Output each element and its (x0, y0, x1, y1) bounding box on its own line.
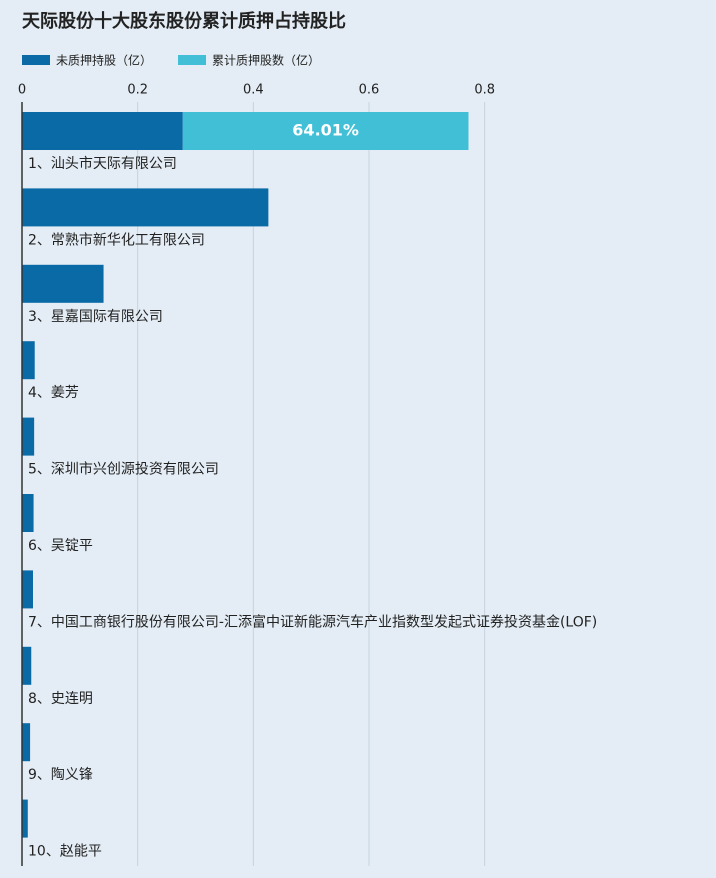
bar (22, 417, 35, 456)
category-label: 5、深圳市兴创源投资有限公司 (28, 461, 219, 478)
category-label: 2、常熟市新华化工有限公司 (28, 231, 205, 248)
x-tick-label: 0.8 (474, 83, 495, 98)
legend-swatch (178, 55, 207, 65)
category-label: 6、吴锭平 (28, 538, 93, 554)
bar (22, 799, 28, 838)
bar (22, 570, 33, 609)
bar-annotation: 64.01% (292, 121, 359, 140)
x-tick-label: 0.2 (127, 83, 148, 98)
category-label: 3、星嘉国际有限公司 (28, 309, 163, 325)
x-tick-label: 0 (18, 83, 26, 98)
bar (22, 188, 269, 227)
category-label: 1、汕头市天际有限公司 (28, 155, 177, 172)
bar (22, 264, 104, 303)
bar (22, 646, 32, 685)
legend-label: 未质押持股（亿） (56, 53, 152, 68)
x-tick-label: 0.4 (243, 83, 264, 98)
category-label: 8、史连明 (28, 691, 93, 707)
legend-label: 累计质押股数（亿） (212, 53, 320, 68)
chart-title: 天际股份十大股东股份累计质押占持股比 (22, 10, 346, 32)
bar (22, 341, 35, 380)
category-label: 10、赵能平 (28, 844, 102, 860)
category-label: 9、陶义锋 (28, 767, 93, 783)
category-label: 7、中国工商银行股份有限公司-汇添富中证新能源汽车产业指数型发起式证券投资基金(… (28, 613, 597, 630)
category-label: 4、姜芳 (28, 384, 79, 401)
x-tick-label: 0.6 (359, 83, 380, 98)
bar (22, 494, 34, 532)
legend-swatch (22, 55, 50, 65)
bar (22, 723, 31, 762)
bar (182, 112, 469, 150)
bar (22, 112, 183, 150)
